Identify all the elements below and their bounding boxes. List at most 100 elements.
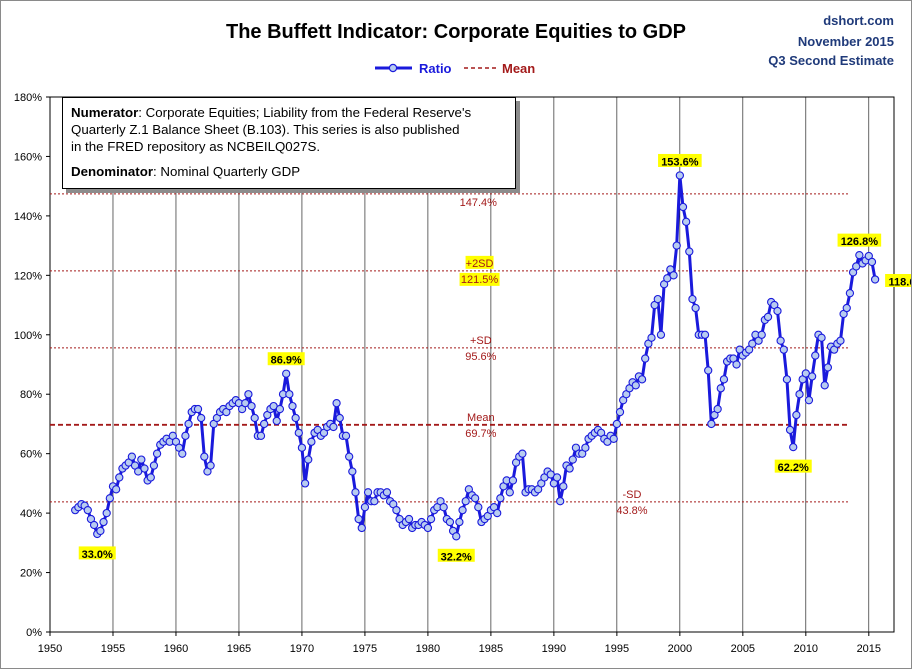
legend-ratio-label: Ratio xyxy=(419,61,452,76)
ratio-point xyxy=(656,330,666,339)
x-tick-label: 1955 xyxy=(101,643,125,655)
band-value-label: 69.7% xyxy=(465,428,496,440)
y-tick-label: 20% xyxy=(20,568,42,580)
ratio-point xyxy=(691,303,700,313)
y-tick-label: 80% xyxy=(20,389,42,401)
source-line-date: November 2015 xyxy=(798,34,894,49)
ratio-point xyxy=(149,461,159,470)
ratio-point xyxy=(297,443,307,452)
ratio-point xyxy=(782,375,792,384)
annotation-highlight xyxy=(837,233,882,247)
ratio-point xyxy=(518,449,527,458)
ratio-point xyxy=(341,431,351,440)
legend-mean-label: Mean xyxy=(502,61,535,76)
source-line-site: dshort.com xyxy=(823,13,894,28)
ratio-point xyxy=(675,171,685,180)
ratio-point xyxy=(115,473,124,482)
ratio-point xyxy=(357,523,366,533)
ratio-point xyxy=(817,333,826,342)
ratio-point xyxy=(105,494,114,503)
ratio-point xyxy=(275,404,285,414)
x-tick-label: 1950 xyxy=(38,643,62,655)
ratio-point xyxy=(360,503,370,512)
ratio-point xyxy=(823,363,833,372)
ratio-point xyxy=(792,410,801,420)
ratio-point xyxy=(556,497,565,506)
x-tick-label: 1965 xyxy=(227,643,251,655)
annotation-label: 153.6% xyxy=(661,156,699,168)
ratio-point xyxy=(552,473,562,482)
ratio-point xyxy=(637,375,647,384)
ratio-point xyxy=(615,407,625,417)
ratio-point xyxy=(641,354,650,363)
axes: 1950 1955 1960 1965 1970 1975 1980 1985 1990 1995… xyxy=(14,92,881,655)
ratio-point xyxy=(807,372,817,381)
ratio-point xyxy=(288,401,297,411)
ratio-point xyxy=(304,455,313,464)
ratio-point xyxy=(452,532,461,541)
y-tick-label: 60% xyxy=(20,449,42,461)
ratio-point xyxy=(300,479,310,488)
ratio-point xyxy=(294,428,303,438)
ratio-point xyxy=(351,488,360,497)
ratio-point xyxy=(713,404,722,414)
ratio-point xyxy=(581,443,590,452)
chart-title: The Buffett Indicator: Corporate Equitie… xyxy=(226,21,686,43)
ratio-point xyxy=(461,497,470,506)
denominator-line: Denominator: Nominal Quarterly GDP xyxy=(71,164,301,179)
ratio-point xyxy=(496,494,505,503)
x-tick-label: 1970 xyxy=(290,643,314,655)
ratio-point xyxy=(83,505,92,515)
y-tick-label: 100% xyxy=(14,330,42,342)
denominator-label: Denominator xyxy=(71,164,154,179)
x-tick-label: 1960 xyxy=(164,643,188,655)
numerator-line-2: Quarterly Z.1 Balance Sheet (B.103). Thi… xyxy=(71,122,460,137)
x-tick-label: 2005 xyxy=(731,643,755,655)
annotation-highlight xyxy=(267,352,305,366)
ratio-point xyxy=(439,503,448,512)
ratio-point xyxy=(259,419,269,429)
ratio-point xyxy=(197,413,206,423)
ratio-point xyxy=(282,369,291,378)
ratio-point xyxy=(382,488,392,497)
ratio-point xyxy=(568,455,577,464)
ratio-point xyxy=(354,514,363,524)
ratio-point xyxy=(370,497,379,506)
ratio-point xyxy=(458,505,467,515)
ratio-point xyxy=(345,452,354,461)
ratio-point xyxy=(363,488,373,497)
source-note: Numerator: Corporate Equities; Liability… xyxy=(62,97,516,189)
ratio-point xyxy=(474,503,483,512)
annotation-highlight xyxy=(78,546,116,560)
ratio-point xyxy=(332,398,341,408)
ratio-point xyxy=(250,413,259,423)
x-tick-label: 1985 xyxy=(479,643,503,655)
ratio-point xyxy=(426,514,436,524)
ratio-point xyxy=(470,494,480,503)
ratio-series xyxy=(71,171,880,541)
annotation-label: 126.8% xyxy=(841,236,879,248)
ratio-point xyxy=(842,303,851,313)
ratio-point xyxy=(127,452,137,461)
ratio-point xyxy=(96,526,105,536)
ratio-point xyxy=(184,419,193,429)
ratio-point xyxy=(99,517,108,527)
x-tick-label: 1995 xyxy=(605,643,629,655)
y-tick-label: 120% xyxy=(14,270,42,282)
x-tick-label: 1975 xyxy=(353,643,377,655)
annotation-label: 86.9% xyxy=(271,355,302,367)
ratio-point xyxy=(244,390,253,399)
ratio-point xyxy=(285,390,294,399)
ratio-point xyxy=(811,351,820,360)
y-tick-label: 0% xyxy=(26,627,42,639)
ratio-point xyxy=(700,330,710,339)
band-value-label: 95.6% xyxy=(465,351,496,363)
ratio-point xyxy=(836,336,845,345)
ratio-point xyxy=(647,333,656,342)
ratio-point xyxy=(559,482,568,491)
ratio-point xyxy=(716,384,725,393)
ratio-point xyxy=(820,381,829,390)
numerator-line-3: in the FRED repository as NCBEILQ027S. xyxy=(71,139,321,154)
band-value-label: 43.8% xyxy=(616,505,647,517)
